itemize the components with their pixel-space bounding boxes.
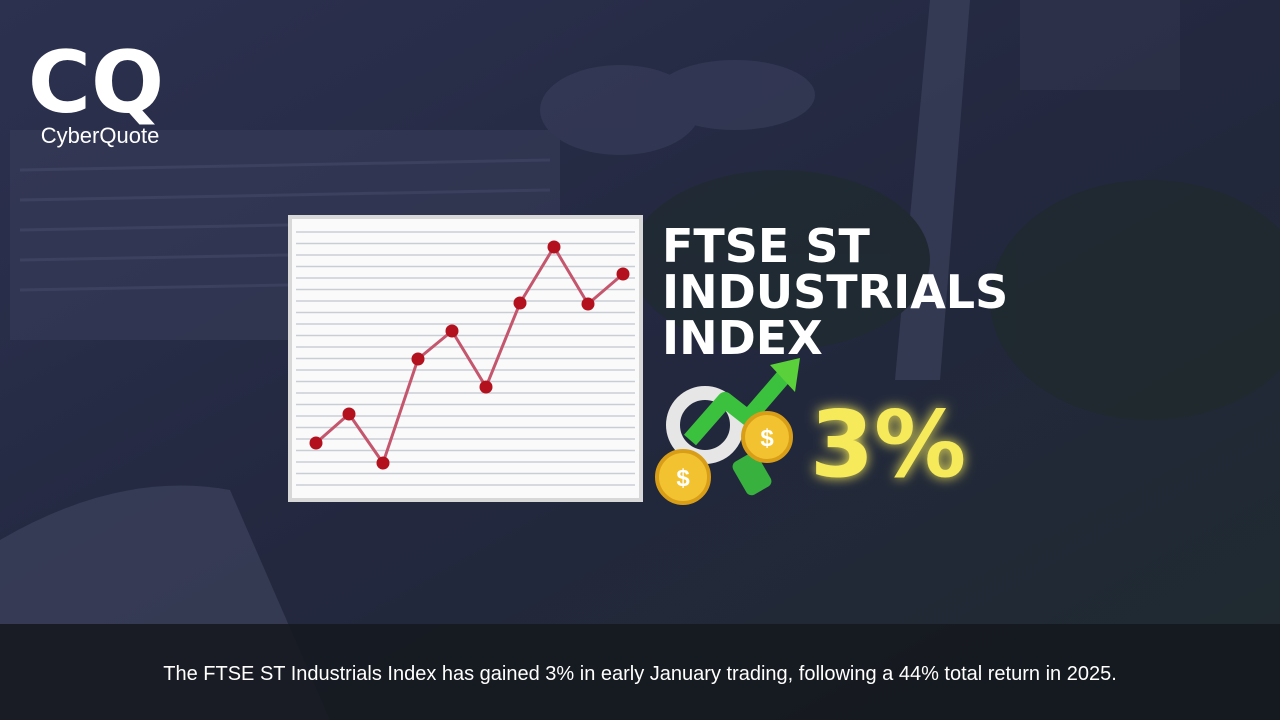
headline-line: INDEX	[662, 311, 823, 365]
svg-text:$: $	[676, 465, 690, 492]
caption: The FTSE ST Industrials Index has gained…	[163, 663, 1117, 685]
headline-figure: 3%	[810, 391, 966, 498]
headline: FTSE ST INDUSTRIALS INDEX	[662, 219, 1008, 365]
logo: CQ CyberQuote	[28, 33, 164, 148]
logo-mark: CQ	[28, 33, 164, 133]
logo-name: CyberQuote	[41, 123, 160, 148]
chart-illustration	[288, 215, 643, 502]
growth-icon: $ $	[655, 358, 800, 505]
headline-line: INDUSTRIALS	[662, 265, 1008, 319]
headline-line: FTSE ST	[662, 219, 870, 273]
caption-bar	[0, 624, 1280, 720]
svg-text:$: $	[760, 425, 774, 452]
